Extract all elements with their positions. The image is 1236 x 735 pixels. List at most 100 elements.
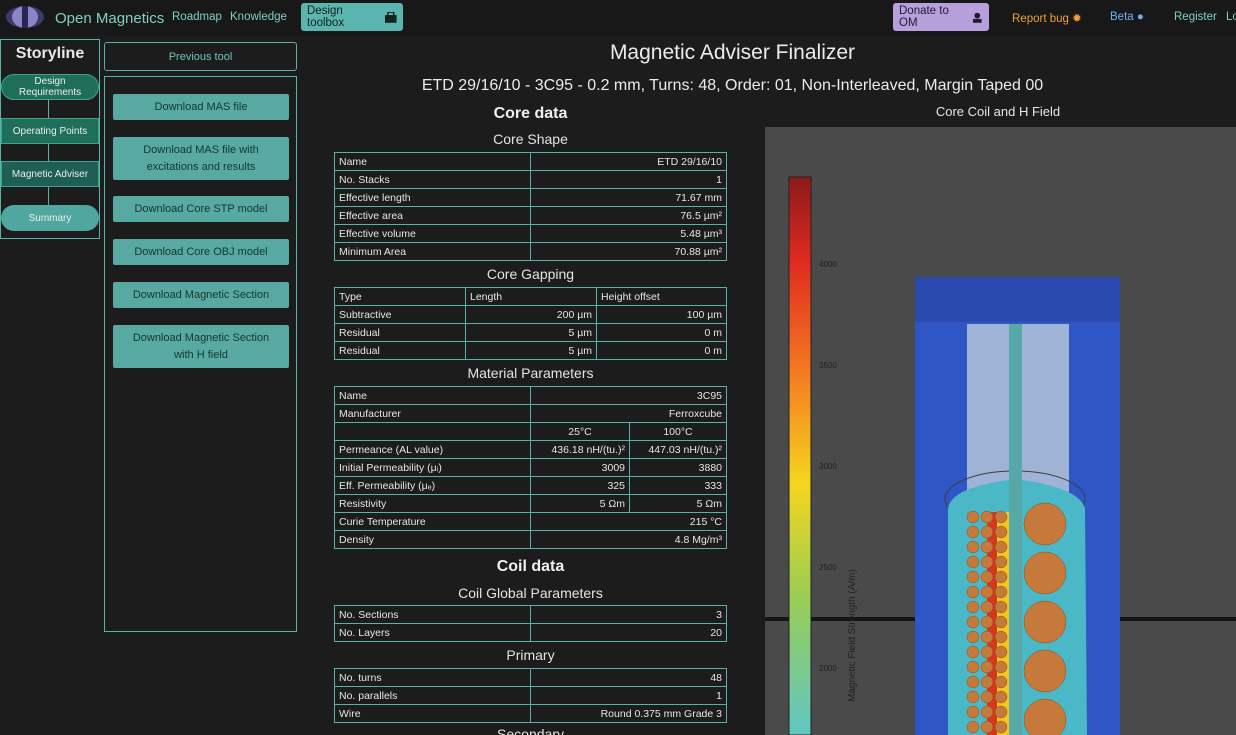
table-cell: 48 [530, 668, 727, 687]
table-row: Permeance (AL value) 436.18 nH/(tu.)² 447.… [334, 440, 727, 459]
table-cell: 76.5 µm² [530, 206, 727, 225]
donate-button[interactable]: Donate to OM [893, 3, 989, 31]
github-icon: ● [1136, 11, 1144, 23]
report-bug-label: Report bug [1012, 13, 1069, 25]
download-mas-button[interactable]: Download MAS file [113, 94, 289, 120]
center-leg [1009, 324, 1022, 735]
design-subtitle: ETD 29/16/10 - 3C95 - 0.2 mm, Turns: 48,… [421, 77, 1044, 94]
table-row: Effective volume 5.48 µm³ [334, 224, 727, 243]
table-row: No. turns 48 [334, 668, 727, 687]
table-row: Eff. Permeability (μₑ) 325 333 [334, 476, 727, 495]
column-header: Height offset [596, 287, 727, 306]
beta-link[interactable]: Beta ● [1110, 11, 1144, 23]
core-shape-table: Name ETD 29/16/10 No. Stacks 1 Effective l… [334, 152, 727, 261]
table-row: 25°C 100°C [334, 422, 727, 441]
core-data-heading: Core data [493, 105, 568, 122]
core-top [915, 277, 1120, 322]
plot-title: Core Coil and H Field [935, 104, 1061, 119]
table-row: Resistivity 5 Ωm 5 Ωm [334, 494, 727, 513]
storyline-item-design-requirements[interactable]: Design Requirements [1, 74, 99, 100]
table-cell: Initial Permeability (μᵢ) [334, 458, 531, 477]
colorbar-tick: 2500 [819, 563, 837, 572]
nav-link-roadmap[interactable]: Roadmap [172, 11, 222, 23]
table-cell: 3880 [629, 458, 727, 477]
table-cell: ETD 29/16/10 [530, 152, 727, 171]
download-core-obj-button[interactable]: Download Core OBJ model [113, 239, 289, 265]
material-parameters-table: Name 3C95 Manufacturer Ferroxcube 25°C 100°… [334, 386, 727, 549]
table-cell: Name [334, 152, 531, 171]
colorbar-label: Magnetic Field Strength (A/m) [847, 569, 858, 702]
table-cell: 20 [530, 623, 727, 642]
table-cell: 0 m [596, 323, 727, 342]
table-cell: Subtractive [334, 305, 466, 324]
design-toolbox-button[interactable]: Design toolbox [301, 3, 403, 31]
storyline-panel: Storyline Design Requirements Operating … [0, 39, 100, 239]
table-row: Subtractive 200 µm 100 µm [334, 305, 727, 324]
table-row: Manufacturer Ferroxcube [334, 404, 727, 423]
table-row: No. parallels 1 [334, 686, 727, 705]
nav-link-knowledge[interactable]: Knowledge [230, 11, 287, 23]
wire-turns-large [1023, 502, 1067, 735]
table-cell: 4.8 Mg/m³ [530, 530, 727, 549]
storyline-item-operating-points[interactable]: Operating Points [1, 118, 99, 144]
table-cell: 436.18 nH/(tu.)² [530, 440, 630, 459]
table-row: Residual 5 µm 0 m [334, 323, 727, 342]
table-row: Curie Temperature 215 °C [334, 512, 727, 531]
table-cell: Effective length [334, 188, 531, 207]
storyline-connector [48, 100, 49, 118]
table-cell [334, 422, 531, 441]
table-cell: No. parallels [334, 686, 531, 705]
table-cell: Density [334, 530, 531, 549]
colorbar-tick: 3000 [819, 462, 837, 471]
table-cell: 0 m [596, 341, 727, 360]
table-cell: 3009 [530, 458, 630, 477]
h-field-plot[interactable]: 4000 3500 3000 2500 2000 Magnetic Field … [765, 127, 1236, 735]
core-shape-heading: Core Shape [493, 131, 568, 147]
table-cell: Eff. Permeability (μₑ) [334, 476, 531, 495]
coil-data-heading: Coil data [496, 558, 565, 575]
register-link[interactable]: Register [1174, 11, 1217, 23]
table-cell: 71.67 mm [530, 188, 727, 207]
table-row: Effective area 76.5 µm² [334, 206, 727, 225]
design-toolbox-label: Design toolbox [307, 5, 345, 29]
table-cell: Round 0.375 mm Grade 3 [530, 704, 727, 723]
table-cell: 5 µm [465, 323, 597, 342]
table-cell: 5 µm [465, 341, 597, 360]
report-bug-link[interactable]: Report bug ✹ [1012, 11, 1082, 25]
donate-label: Donate to OM [899, 5, 949, 29]
coil-global-table: No. Sections 3 No. Layers 20 [334, 605, 727, 642]
download-mas-with-results-button[interactable]: Download MAS file with excitations and r… [113, 137, 289, 180]
table-cell: 1 [530, 686, 727, 705]
core-gapping-table: Type Length Height offset Subtractive 200 µ… [334, 287, 727, 360]
table-header-row: Type Length Height offset [334, 287, 727, 306]
table-row: Residual 5 µm 0 m [334, 341, 727, 360]
colorbar-tick: 2000 [819, 664, 837, 673]
storyline-item-summary[interactable]: Summary [1, 205, 99, 231]
table-cell: Minimum Area [334, 242, 531, 261]
download-magnetic-section-button[interactable]: Download Magnetic Section [113, 282, 289, 308]
table-cell: Curie Temperature [334, 512, 531, 531]
secondary-heading: Secondary [497, 726, 564, 735]
table-cell: Wire [334, 704, 531, 723]
download-core-stp-button[interactable]: Download Core STP model [113, 196, 289, 222]
column-header: Length [465, 287, 597, 306]
donate-icon [973, 12, 983, 23]
table-cell: Ferroxcube [530, 404, 727, 423]
table-row: Name 3C95 [334, 386, 727, 405]
table-cell: 333 [629, 476, 727, 495]
login-link[interactable]: Lo [1226, 11, 1236, 23]
logo-icon[interactable] [4, 4, 46, 30]
top-navbar: Open Magnetics Roadmap Knowledge Design … [0, 0, 1236, 36]
storyline-item-magnetic-adviser[interactable]: Magnetic Adviser [1, 161, 99, 187]
brand-name[interactable]: Open Magnetics [55, 10, 165, 27]
table-cell: 70.88 µm² [530, 242, 727, 261]
column-header: 100°C [629, 422, 727, 441]
table-cell: No. Stacks [334, 170, 531, 189]
table-row: No. Sections 3 [334, 605, 727, 624]
coil-global-heading: Coil Global Parameters [458, 585, 603, 601]
primary-table: No. turns 48 No. parallels 1 Wire Round 0.3… [334, 668, 727, 723]
wire-turns-small [966, 510, 1008, 734]
download-magnetic-section-h-field-button[interactable]: Download Magnetic Section with H field [113, 325, 289, 368]
previous-tool-button[interactable]: Previous tool [104, 42, 297, 71]
table-row: Effective length 71.67 mm [334, 188, 727, 207]
